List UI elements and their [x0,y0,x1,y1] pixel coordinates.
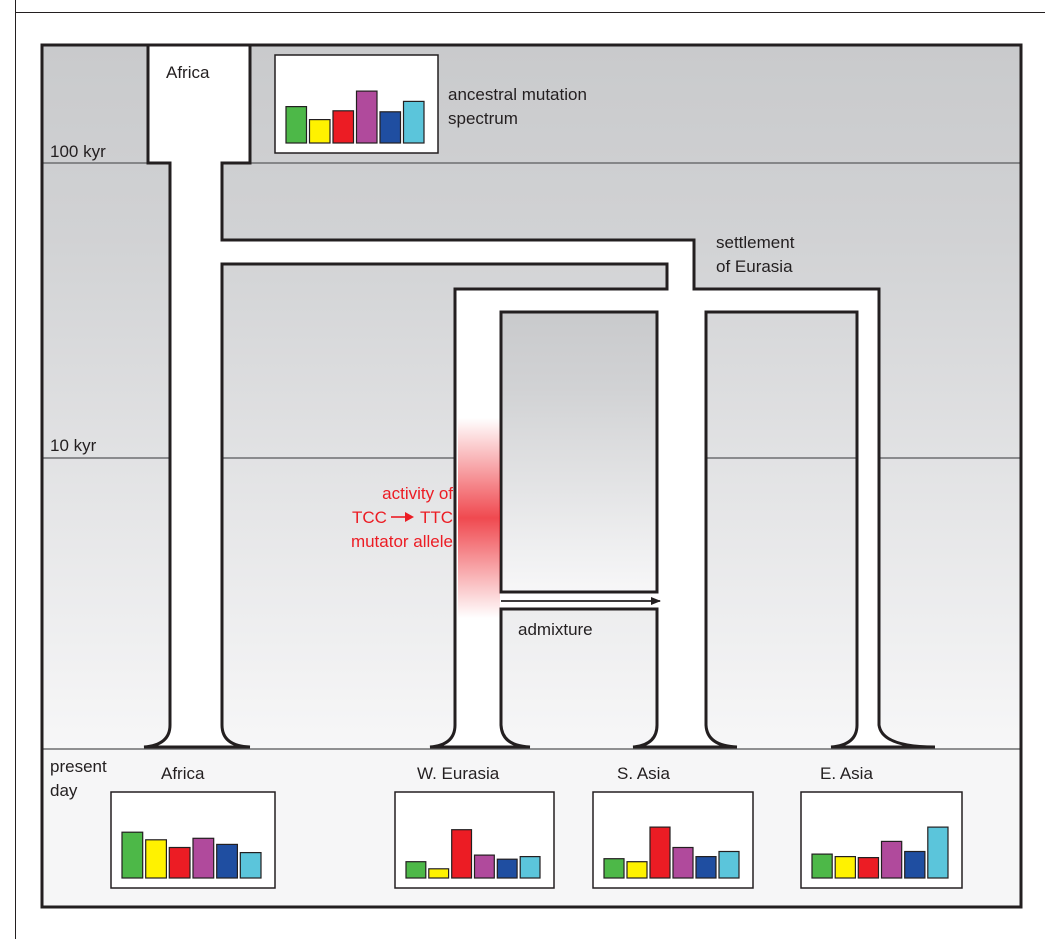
spectrum-ancestral-bar-4 [355,90,378,144]
spectrum-ancestral-bar-1 [285,105,308,144]
label-present: present [50,757,107,776]
label-ancestral-1: ancestral mutation [448,85,587,104]
label-africa: Africa [161,764,205,783]
spectrum-africa-bar-4 [192,837,215,879]
spectrum-w-eurasia-bar-1 [405,861,427,879]
label-mutator-tcc: TCC [352,508,387,527]
label-settlement-2: of Eurasia [716,257,793,276]
spectrum-ancestral-bar-6 [402,100,425,144]
spectrum-africa-bar-2 [145,839,167,879]
spectrum-e-asia-bar-3 [857,856,880,879]
spectrum-w-eurasia-bar-5 [496,858,518,879]
spectrum-e-asia-bar-4 [880,840,903,879]
label-mutator-ttc: TTC [420,508,453,527]
label-e-asia: E. Asia [820,764,873,783]
spectrum-ancestral-bar-3 [332,110,355,144]
label-10kyr: 10 kyr [50,436,97,455]
spectrum-e-asia-bar-2 [834,855,857,879]
spectrum-w-eurasia-bar-4 [473,854,495,879]
spectrum-e-asia-bar-1 [811,853,833,879]
spectrum-s-asia-bar-4 [672,846,694,879]
spectrum-africa-bar-1 [121,831,144,879]
label-mutator-3: mutator allele [351,532,453,551]
spectrum-ancestral [274,54,439,154]
spectrum-s-asia-bar-5 [695,855,717,879]
label-admixture: admixture [518,620,593,639]
spectrum-s-asia-bar-1 [603,858,625,879]
gap-box-upper [499,310,659,594]
spectrum-e-asia-bar-6 [927,826,949,879]
main-panel-border [40,43,1023,909]
spectrum-e-asia [800,791,963,889]
mutator-activity-glow [458,418,500,618]
label-africa-top: Africa [166,63,210,82]
label-s-asia: S. Asia [617,764,670,783]
label-settlement-1: settlement [716,233,795,252]
spectrum-w-eurasia-bar-3 [451,829,473,879]
label-100kyr: 100 kyr [50,142,106,161]
spectrum-s-asia-bar-6 [718,850,740,879]
spectrum-w-eurasia-bar-6 [519,855,541,879]
spectrum-africa-bar-5 [216,843,238,879]
spectrum-africa [110,791,276,889]
spectrum-s-asia [592,791,754,889]
spectrum-w-eurasia-bar-2 [428,868,450,879]
spectrum-s-asia-bar-2 [626,861,648,879]
mutation-arrow-icon [391,512,414,522]
label-w-eurasia: W. Eurasia [417,764,500,783]
spectrum-s-asia-bar-3 [649,826,671,879]
spectrum-ancestral-bar-2 [308,118,331,144]
label-ancestral-2: spectrum [448,109,518,128]
spectrum-africa-bar-6 [239,851,262,879]
spectrum-e-asia-bar-5 [904,850,926,879]
spectrum-africa-bar-3 [168,846,191,879]
spectrum-w-eurasia [394,791,555,889]
label-mutator-1: activity of [382,484,453,503]
label-day: day [50,781,78,800]
spectrum-ancestral-bar-5 [379,111,402,144]
